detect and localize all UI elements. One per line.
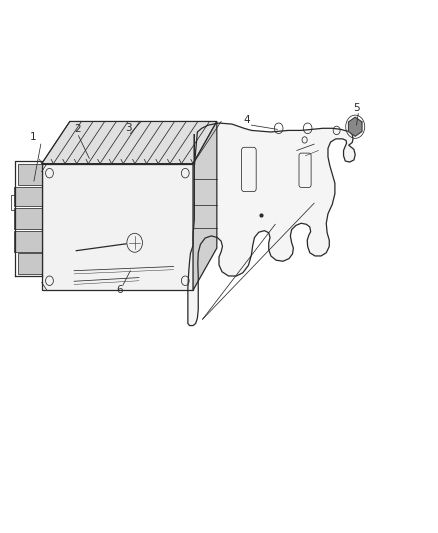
FancyBboxPatch shape	[14, 231, 42, 252]
Text: 3: 3	[125, 123, 131, 133]
Polygon shape	[42, 164, 193, 290]
Polygon shape	[349, 117, 362, 136]
Text: 2: 2	[74, 124, 81, 134]
FancyBboxPatch shape	[14, 208, 42, 229]
FancyBboxPatch shape	[18, 253, 42, 274]
Polygon shape	[193, 122, 217, 290]
Text: 6: 6	[116, 285, 123, 295]
FancyBboxPatch shape	[14, 188, 42, 206]
Text: 4: 4	[244, 115, 251, 125]
FancyBboxPatch shape	[18, 164, 42, 185]
Text: 1: 1	[30, 132, 36, 142]
Text: 5: 5	[353, 103, 360, 114]
Polygon shape	[188, 123, 355, 326]
Polygon shape	[42, 122, 217, 164]
